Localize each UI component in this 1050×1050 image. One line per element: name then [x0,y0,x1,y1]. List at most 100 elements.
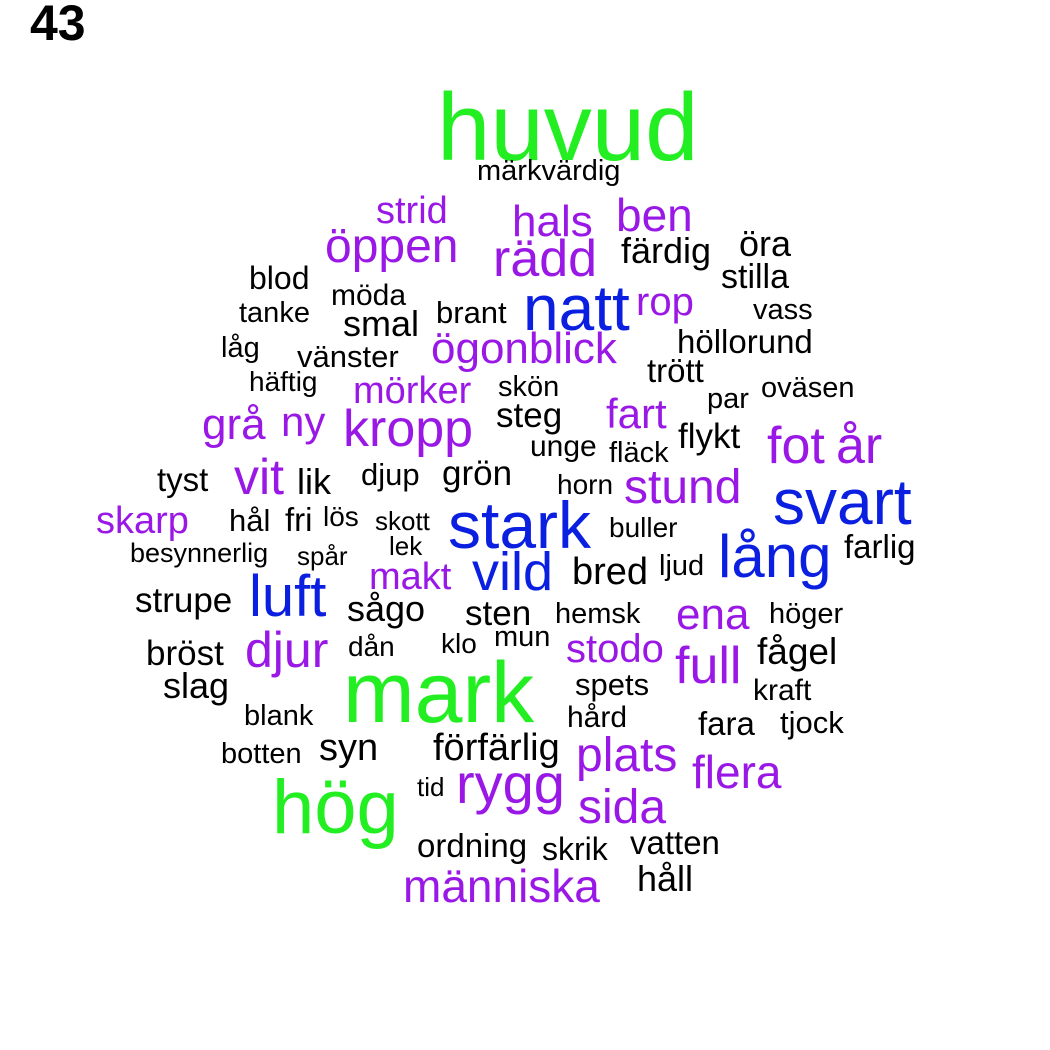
cloud-word: strid [376,190,448,232]
cloud-word: skön [498,371,560,403]
cloud-word: djup [361,457,420,492]
cloud-word: mörker [353,370,472,412]
cloud-word: förfärlig [433,727,560,769]
cloud-word: öra [739,223,792,264]
cloud-word: tyst [157,461,209,498]
cloud-word: märkvärdig [477,155,621,187]
cloud-word: spår [297,541,348,571]
cloud-word: öppen [325,220,459,273]
cloud-word: mark [343,645,535,741]
cloud-word: brant [436,295,507,330]
cloud-word: makt [369,556,452,598]
cloud-word: ny [281,398,326,445]
cloud-word: lek [389,531,423,561]
cloud-word: vass [753,294,813,326]
cloud-word: dån [348,631,395,662]
cloud-word: huvud [437,74,699,181]
cloud-word: klo [441,628,477,659]
cloud-word: blod [249,260,310,296]
cloud-word: blank [244,700,314,732]
cloud-word: ordning [417,827,528,864]
cloud-word: år [836,417,883,475]
cloud-word: oväsen [761,372,855,404]
cloud-word: rop [636,280,694,324]
cloud-word: fri [285,501,313,538]
cloud-word: hals [512,197,593,246]
cloud-word: rygg [456,752,565,815]
cloud-word: strupe [135,581,233,620]
cloud-word: vänster [297,339,399,374]
cloud-word: mun [494,621,551,653]
cloud-word: skrik [542,831,608,867]
cloud-word: ögonblick [431,324,617,373]
cloud-word: flykt [678,417,741,456]
cloud-word: fågel [757,631,838,672]
cloud-word: vild [472,542,554,602]
cloud-word: besynnerlig [130,538,269,568]
cloud-word: unge [530,430,597,463]
cloud-word: stodo [566,627,664,671]
cloud-word: människa [403,860,600,912]
cloud-word: ben [616,189,693,241]
cloud-word: vatten [630,824,720,861]
cloud-word: höger [769,598,844,630]
cloud-word: horn [557,469,614,500]
cloud-word: flera [692,746,782,798]
cloud-word: bred [572,551,649,593]
cloud-word: plats [576,729,678,782]
cloud-word: ljud [659,550,705,582]
cloud-word: djur [245,622,329,678]
cloud-word: lik [297,461,331,502]
cloud-word: steg [496,396,563,435]
page-number: 43 [30,0,86,51]
cloud-word: stark [448,488,592,562]
cloud-word: sida [578,781,667,834]
cloud-word: tjock [780,705,844,740]
cloud-word: hål [229,503,271,538]
cloud-word: låg [221,332,260,364]
cloud-word: fart [606,390,667,437]
cloud-word: ena [676,590,750,639]
cloud-word: stund [624,461,742,514]
cloud-word: häftig [249,366,318,397]
cloud-word: kraft [753,674,812,707]
cloud-word: full [675,637,742,695]
cloud-word: fläck [609,437,669,469]
cloud-word: rädd [493,230,598,288]
cloud-word: buller [609,512,678,543]
cloud-word: syn [319,727,379,769]
cloud-word: grå [202,400,266,449]
cloud-word: svart [773,466,912,538]
cloud-word: bröst [146,634,224,673]
cloud-word: farlig [844,528,916,565]
cloud-word: hård [567,701,628,734]
cloud-word: fara [698,705,755,742]
cloud-word: par [707,383,749,415]
cloud-word: hemsk [555,598,641,630]
cloud-word: lös [323,501,359,532]
cloud-word: natt [523,272,630,344]
cloud-word: trött [647,352,704,389]
cloud-word: lång [718,523,832,590]
cloud-word: hög [272,765,399,850]
cloud-word: tanke [239,297,310,329]
cloud-word: tid [417,772,445,802]
cloud-word: sten [465,594,532,633]
cloud-word: skarp [96,500,189,542]
cloud-word: botten [221,738,302,770]
cloud-word: vit [234,449,284,505]
cloud-word: håll [637,858,694,899]
cloud-word: möda [331,279,407,312]
cloud-word: kropp [343,400,474,458]
cloud-word: skott [375,506,430,536]
cloud-word: sågo [347,588,426,629]
cloud-word: fot [767,417,825,475]
cloud-word: färdig [621,230,712,271]
cloud-word: smal [343,303,420,344]
cloud-word: höllorund [677,323,813,360]
cloud-word: spets [575,667,650,702]
cloud-word: grön [442,454,513,493]
cloud-word: stilla [721,258,790,296]
cloud-word: slag [163,665,230,706]
